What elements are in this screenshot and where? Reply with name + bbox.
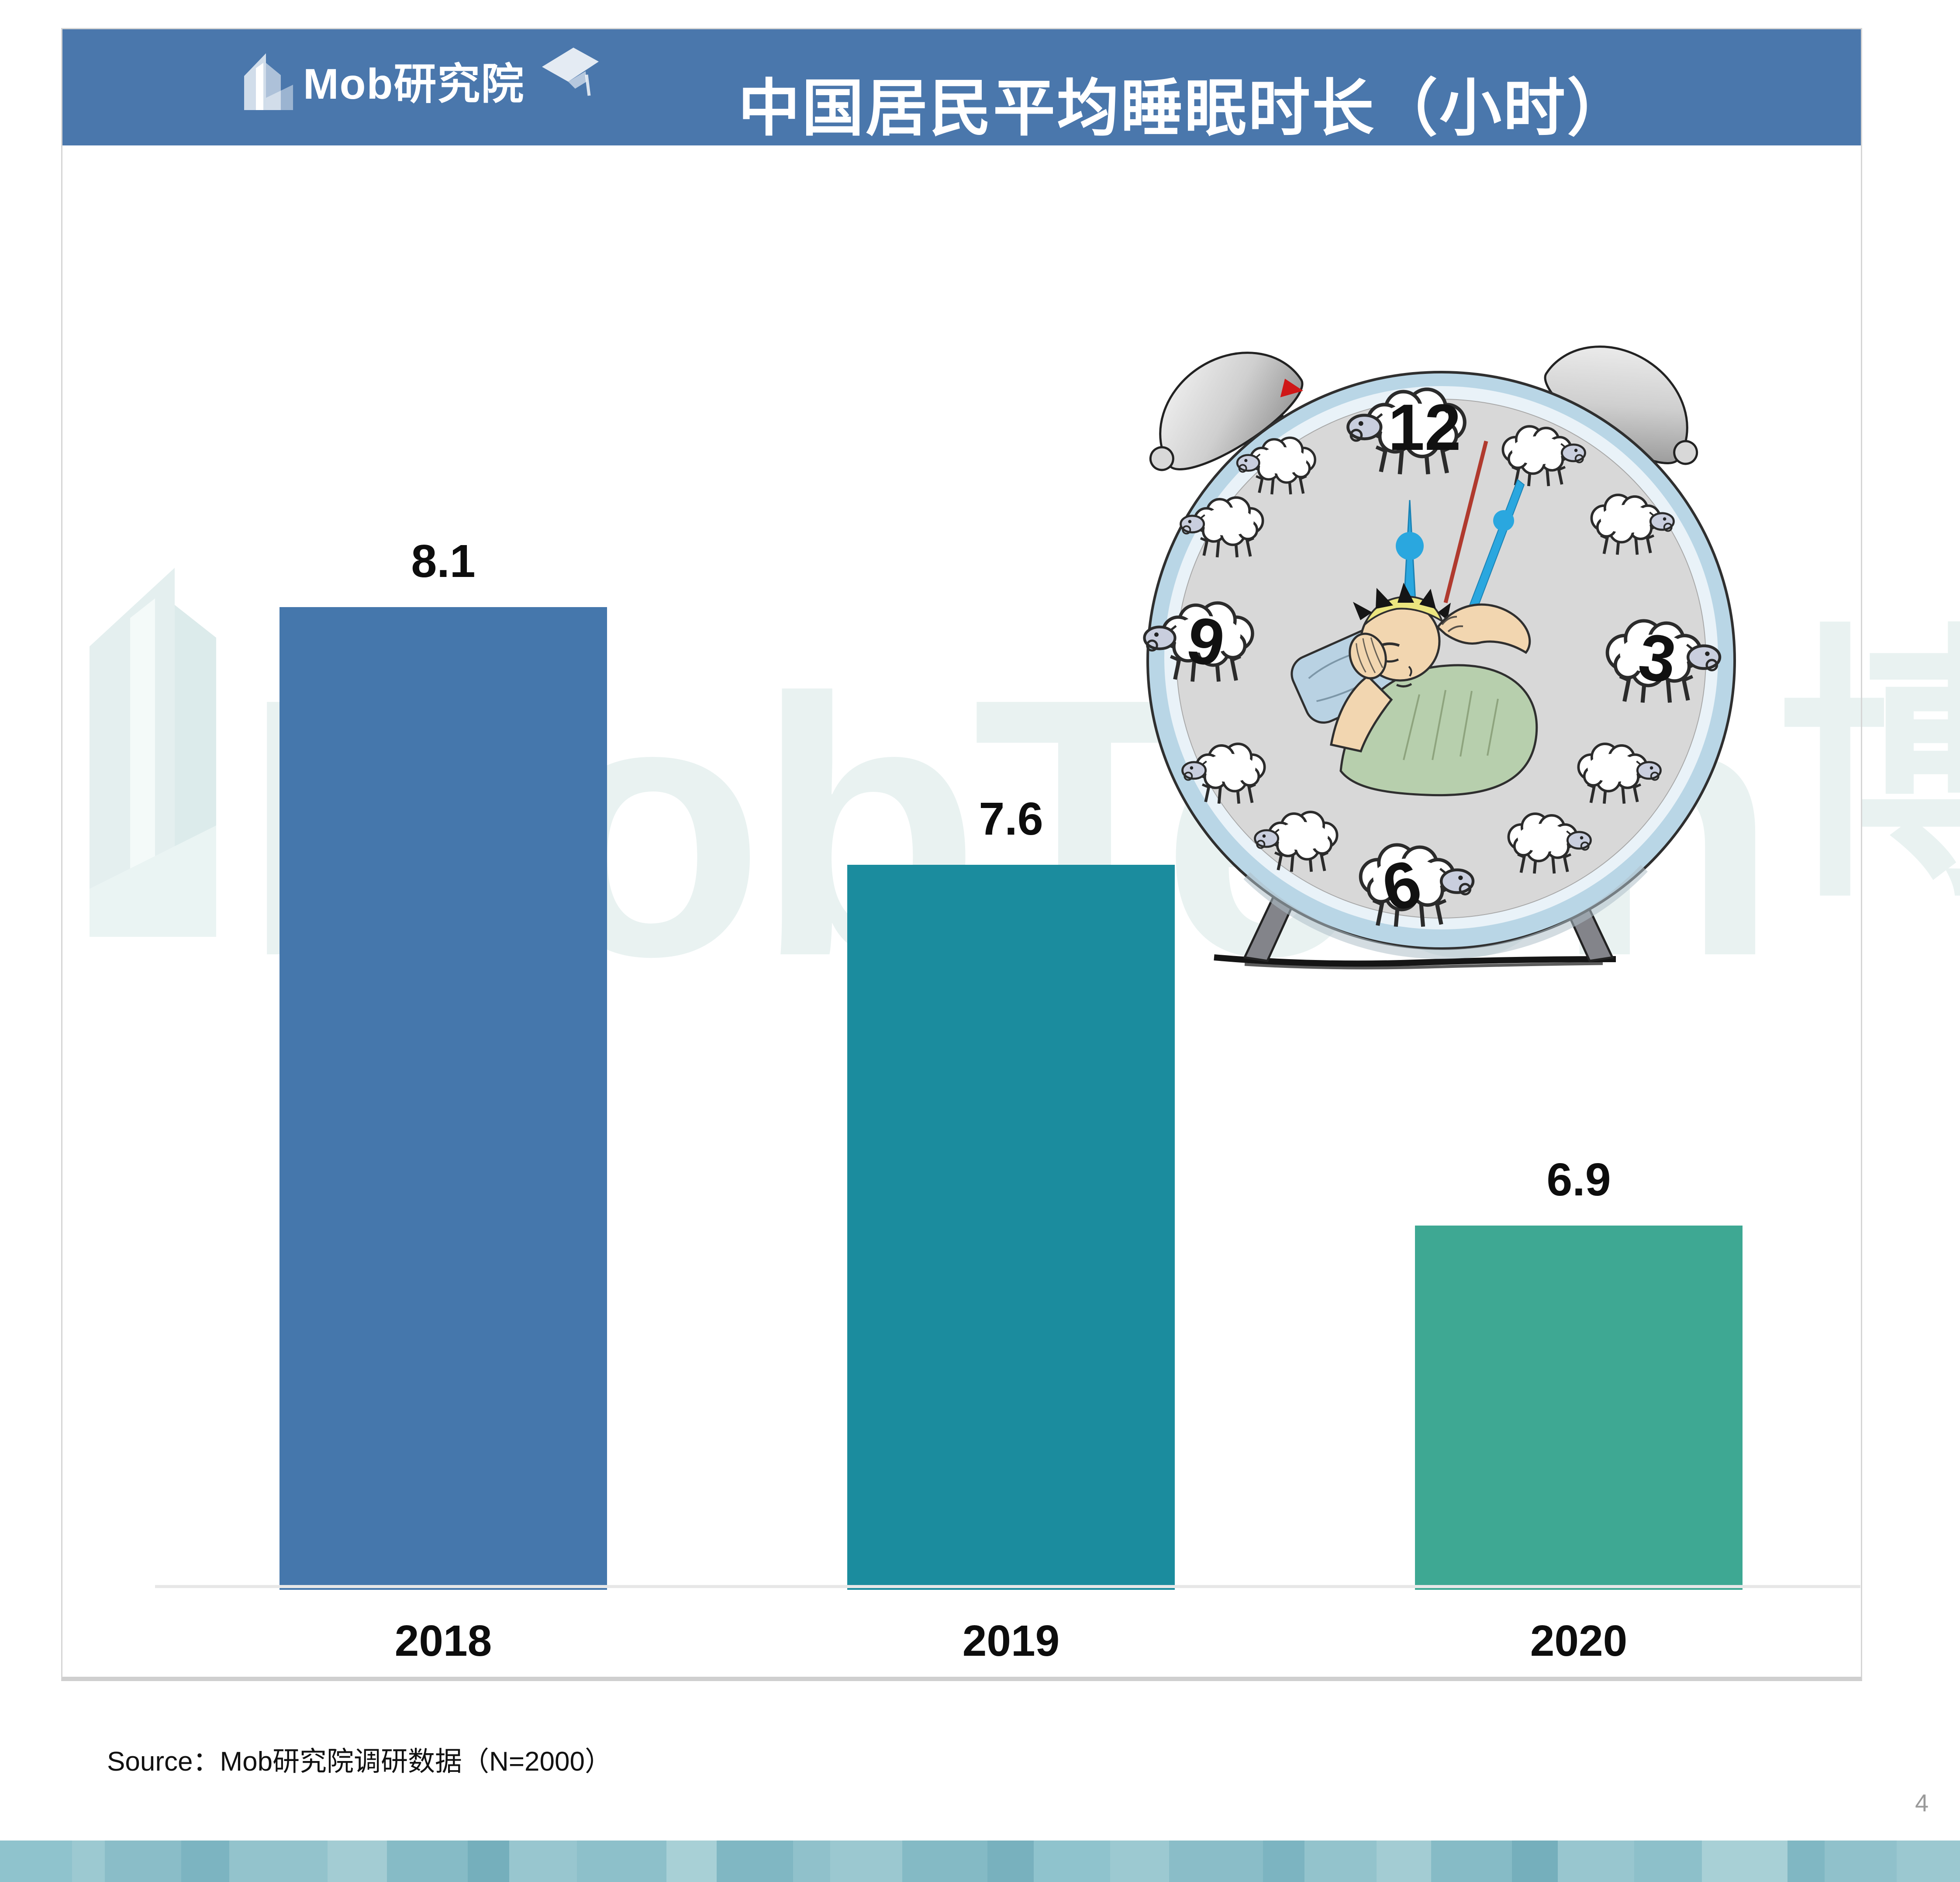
category-label-2018: 2018 [394,1616,492,1665]
strip-band [229,1841,328,1882]
strip-band [0,1841,72,1882]
data-label-2019: 7.6 [979,793,1043,845]
strip-band [666,1841,717,1882]
strip-band [1263,1841,1304,1882]
strip-band [1512,1841,1558,1882]
strip-band [105,1841,182,1882]
strip-band [902,1841,988,1882]
logo-building-icon [244,53,293,110]
header-band: Mob研究院 中国居民平均睡眠时长（小时） [62,29,1861,145]
strip-band [793,1841,831,1882]
strip-band [830,1841,903,1882]
strip-band [1110,1841,1169,1882]
right-arm [1436,603,1531,654]
watermark-cn-character: 博 [1777,608,1960,929]
bar-2018 [280,607,607,1590]
strip-band [328,1841,387,1882]
strip-band [509,1841,577,1882]
bar-2020 [1415,1226,1743,1590]
strip-band [1376,1841,1432,1882]
strip-band [1702,1841,1787,1882]
strip-band [1033,1841,1110,1882]
bottom-mosaic-strip [0,1841,1960,1882]
strip-band [987,1841,1034,1882]
brand-logo: Mob研究院 [232,48,599,113]
data-label-2020: 6.9 [1546,1154,1611,1205]
ground-line [1214,954,1616,967]
sleeping-person [1291,583,1538,797]
category-label-2019: 2019 [962,1616,1060,1665]
strip-band [1824,1841,1897,1882]
strip-band [1304,1841,1377,1882]
strip-band [1558,1841,1635,1882]
strip-band [1431,1841,1512,1882]
strip-band [1787,1841,1825,1882]
x-axis-line [155,1585,1860,1588]
strip-band [717,1841,794,1882]
strip-band [181,1841,230,1882]
watermark-building-icon [90,568,216,937]
logo-text: Mob研究院 [303,60,525,108]
strip-band [1896,1841,1960,1882]
category-label-2020: 2020 [1530,1616,1628,1665]
strip-band [386,1841,468,1882]
clock-number-12: 12 [1388,390,1461,464]
source-note: Source：Mob研究院调研数据（N=2000） [107,1747,612,1777]
logo-graduation-cap-icon [542,48,599,96]
chart-title: 中国居民平均睡眠时长（小时） [738,74,1631,143]
page-number: 4 [1915,1789,1929,1816]
strip-band [1634,1841,1702,1882]
second-hand [1443,440,1488,604]
strip-band [467,1841,509,1882]
alarm-clock-illustration: 12 3 6 9 [1114,345,1736,970]
strip-band [72,1841,105,1882]
bar-2019 [847,865,1175,1590]
strip-band [1169,1841,1263,1882]
strip-band [576,1841,666,1882]
data-label-2018: 8.1 [411,535,476,587]
